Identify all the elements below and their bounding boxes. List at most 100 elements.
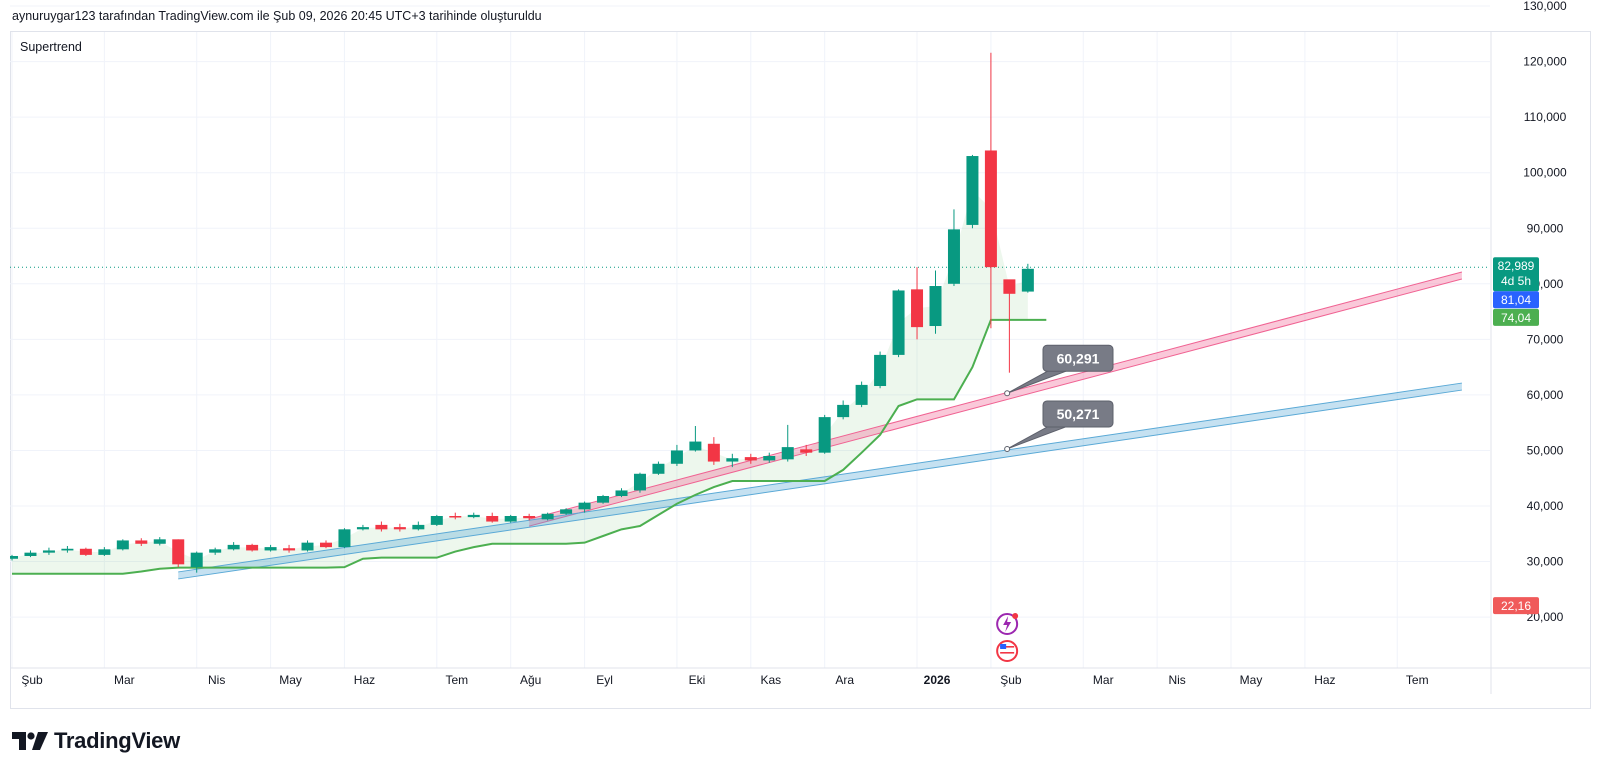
candle-body	[449, 515, 462, 518]
price-badge-value: 74,04	[1501, 311, 1531, 325]
y-tick-label: 120,000	[1523, 55, 1567, 69]
candle-body	[356, 527, 369, 530]
candle-body	[670, 450, 683, 464]
candle	[61, 545, 74, 553]
x-tick-label: Ara	[835, 673, 854, 687]
candle-body	[855, 384, 868, 405]
callout-anchor	[1004, 445, 1011, 452]
callout-box	[1042, 400, 1114, 428]
candle	[486, 512, 499, 523]
candle	[855, 381, 868, 408]
candle-body	[301, 542, 314, 551]
tradingview-logo[interactable]: TradingView	[12, 728, 180, 754]
us-economic-event-icon[interactable]	[996, 640, 1019, 662]
candle-body	[246, 544, 259, 551]
candle	[615, 488, 628, 498]
candle	[412, 521, 425, 531]
x-tick-label: Tem	[445, 673, 468, 687]
candle-body	[79, 548, 92, 555]
candle-body	[966, 156, 979, 225]
candle-body	[190, 552, 203, 568]
candle	[966, 154, 979, 229]
candle	[707, 437, 720, 465]
candle	[633, 472, 646, 493]
candle	[541, 512, 554, 521]
x-tick-label: Haz	[354, 673, 375, 687]
candle	[763, 452, 776, 463]
x-tick-label: Mar	[1093, 673, 1114, 687]
x-tick-label: Haz	[1314, 673, 1335, 687]
y-tick-label: 50,000	[1527, 443, 1564, 457]
candle-body	[1003, 279, 1016, 294]
price-badge-value: 81,04	[1501, 293, 1531, 307]
candle-body	[375, 524, 388, 530]
candle-body	[24, 552, 37, 556]
time-axis: Şub Mar Nis May Haz Tem Ağu Eyl Eki Kas Ara 2026 Şub…	[21, 673, 1428, 687]
candle	[10, 554, 18, 561]
candle	[726, 453, 739, 468]
candle-body	[892, 290, 905, 355]
tradingview-logo-icon	[12, 732, 48, 750]
candle-body	[744, 457, 757, 461]
candle-body	[560, 509, 573, 514]
earnings-flash-icon[interactable]	[996, 613, 1019, 635]
candle-body	[467, 514, 480, 518]
candle-body	[393, 527, 406, 530]
grid-lines	[10, 5, 1490, 668]
event-icons	[996, 613, 1019, 662]
candle	[209, 547, 222, 555]
candle	[467, 512, 480, 519]
candle	[79, 547, 92, 556]
y-tick-label: 40,000	[1527, 499, 1564, 513]
candle	[227, 542, 240, 551]
candle	[578, 501, 591, 513]
x-tick-label: Nis	[208, 673, 225, 687]
price-badge	[1493, 291, 1539, 309]
candle	[523, 513, 536, 521]
trendline-callout[interactable]: 50,271	[1004, 400, 1114, 452]
price-badge-current-value: 82,989	[1498, 259, 1535, 273]
candle	[153, 537, 166, 546]
candle	[449, 512, 462, 520]
x-tick-label: Nis	[1168, 673, 1185, 687]
candle-body	[615, 490, 628, 497]
candle	[430, 514, 443, 526]
trendline-callout[interactable]: 60,291	[1004, 344, 1114, 397]
candle-body	[781, 447, 794, 460]
price-badge-current	[1493, 257, 1539, 292]
candle	[911, 267, 924, 340]
x-tick-label: Kas	[760, 673, 781, 687]
candle-body	[61, 548, 74, 551]
y-tick-label: 90,000	[1527, 221, 1564, 235]
candle-body	[116, 540, 129, 550]
candle	[1003, 279, 1016, 373]
x-tick-label: Şub	[21, 673, 43, 687]
callout-anchor	[1004, 390, 1011, 397]
trendline-lower	[529, 278, 1463, 527]
candle-body	[42, 550, 55, 553]
price-badge	[1493, 308, 1539, 326]
y-tick-label: 60,000	[1527, 388, 1564, 402]
brand-name: TradingView	[54, 728, 180, 753]
candle	[818, 414, 831, 454]
candle	[689, 426, 702, 452]
candle	[504, 514, 517, 523]
indicator-label[interactable]: Supertrend	[20, 40, 82, 54]
candle-body	[430, 515, 443, 525]
candle-body	[283, 548, 296, 551]
y-tick-label: 110,000	[1524, 110, 1567, 124]
candle	[116, 539, 129, 551]
candle-body	[412, 524, 425, 530]
candles	[10, 52, 1034, 573]
candle-body	[98, 549, 111, 555]
candle-body	[984, 150, 997, 268]
candle	[597, 494, 610, 504]
plot-area	[10, 52, 1490, 580]
candle	[874, 351, 887, 389]
candle	[670, 444, 683, 467]
candle	[375, 521, 388, 532]
candle-body	[1021, 268, 1034, 292]
x-tick-label: May	[279, 673, 302, 687]
